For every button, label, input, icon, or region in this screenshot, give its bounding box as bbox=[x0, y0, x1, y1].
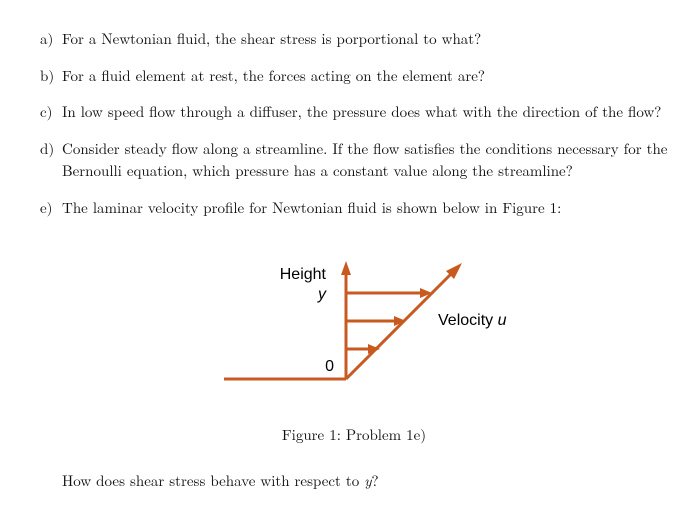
question-text: The laminar velocity profile for Newtoni… bbox=[62, 197, 668, 220]
question-label: d) bbox=[40, 138, 62, 183]
x-axis-label-velocity: Velocity u bbox=[438, 312, 507, 329]
figure-1: Height y 0 Velocity u Figure 1: Problem … bbox=[40, 249, 668, 446]
question-label: a) bbox=[40, 28, 62, 51]
question-list: a) For a Newtonian fluid, the shear stre… bbox=[40, 28, 668, 219]
followup-text: How does shear stress behave with respec… bbox=[62, 470, 364, 491]
y-axis-label-height: Height bbox=[280, 266, 327, 283]
y-axis-label-y: y bbox=[317, 286, 327, 303]
question-a: a) For a Newtonian fluid, the shear stre… bbox=[40, 28, 668, 51]
followup-var: y bbox=[364, 470, 371, 491]
question-b: b) For a fluid element at rest, the forc… bbox=[40, 65, 668, 88]
figure-caption: Figure 1: Problem 1e) bbox=[40, 424, 668, 447]
followup-suffix: ? bbox=[372, 470, 379, 491]
question-text: For a Newtonian fluid, the shear stress … bbox=[62, 28, 668, 51]
question-e-followup: How does shear stress behave with respec… bbox=[62, 470, 668, 493]
question-d: d) Consider steady flow along a streamli… bbox=[40, 138, 668, 183]
question-text: For a fluid element at rest, the forces … bbox=[62, 65, 668, 88]
question-text: In low speed flow through a diffuser, th… bbox=[62, 101, 668, 124]
question-text: Consider steady flow along a streamline.… bbox=[62, 138, 668, 183]
velocity-profile-diagram: Height y 0 Velocity u bbox=[184, 249, 524, 399]
question-label: c) bbox=[40, 101, 62, 124]
question-e: e) The laminar velocity profile for Newt… bbox=[40, 197, 668, 220]
origin-label: 0 bbox=[325, 358, 334, 375]
question-c: c) In low speed flow through a diffuser,… bbox=[40, 101, 668, 124]
question-label: b) bbox=[40, 65, 62, 88]
question-label: e) bbox=[40, 197, 62, 220]
